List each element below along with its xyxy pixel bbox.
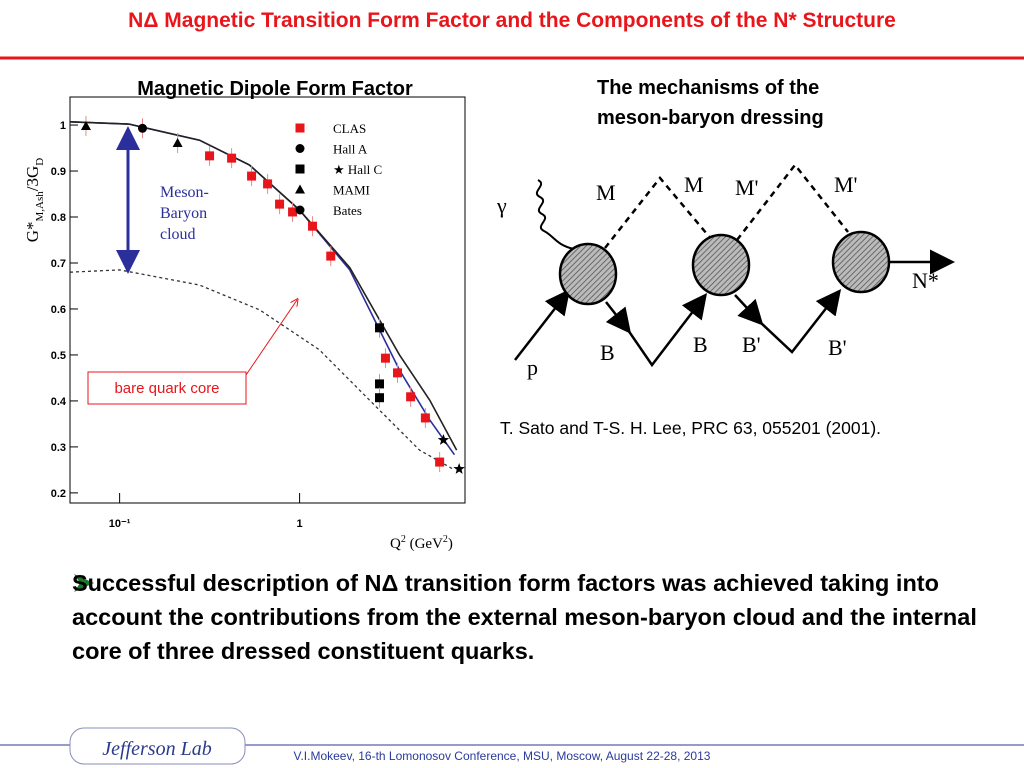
core-arrow [245, 300, 297, 376]
diagram-title: The mechanisms of the [597, 77, 819, 99]
x-tick-label: 1 [297, 518, 303, 530]
y-tick-label: 0.7 [51, 258, 66, 270]
legend-label: Hall A [333, 142, 368, 157]
y-tick-label: 0.5 [51, 350, 66, 362]
y-axis-label: G*M,Ash/3GD [23, 158, 46, 243]
legend-label: MAMI [333, 183, 370, 198]
legend-marker [295, 123, 305, 133]
core-box [87, 371, 247, 405]
diagram-label: M' [834, 172, 858, 197]
x-tick-label: 10⁻¹ [109, 518, 131, 530]
diagram-label: γ [496, 193, 507, 218]
data-point [308, 221, 318, 231]
cloud-label: Baryon [160, 205, 207, 222]
cloud-label: Meson- [160, 184, 209, 201]
legend-marker [295, 205, 305, 215]
y-tick-label: 0.3 [51, 442, 66, 454]
data-point [375, 323, 385, 333]
y-axis-label-part: G* [23, 221, 42, 242]
y-tick-label: 0.2 [51, 488, 66, 500]
data-point [375, 393, 385, 403]
y-tick-label: 0.8 [51, 212, 66, 224]
legend-marker [295, 164, 305, 174]
data-point [263, 179, 273, 189]
y-axis-label-part: D [34, 158, 46, 166]
plot-frame [69, 96, 466, 504]
x-axis-label-part: ) [448, 536, 453, 552]
data-point [406, 392, 416, 402]
legend-marker [295, 144, 305, 153]
data-point [275, 199, 285, 209]
footer-text: V.I.Mokeev, 16-th Lomonosov Conference, … [294, 749, 711, 763]
y-axis-label-part: M,Ash [34, 191, 46, 222]
data-point [137, 123, 147, 133]
x-axis-label: Q2 (GeV2) [390, 534, 453, 552]
x-axis-label-part: (GeV [406, 536, 443, 552]
data-point [326, 251, 336, 261]
bullet-text: Successful description of NΔ transition … [72, 570, 977, 664]
y-tick-label: 0.6 [51, 304, 66, 316]
legend-label: Bates [333, 203, 362, 218]
x-axis-label-part: 2 [443, 534, 448, 545]
diagram-label: B' [828, 335, 847, 360]
citation: T. Sato and T-S. H. Lee, PRC 63, 055201 … [500, 418, 881, 438]
cloud-label: cloud [160, 226, 196, 243]
diagram-label: B [600, 340, 615, 365]
y-tick-label: 0.9 [51, 166, 66, 178]
diagram-label: B [693, 332, 708, 357]
diagram-title: meson-baryon dressing [597, 107, 824, 129]
y-tick-label: 1 [60, 120, 66, 132]
x-axis-label-part: 2 [401, 534, 406, 545]
data-point [375, 379, 385, 389]
diagram-label: M [596, 180, 616, 205]
data-point [205, 151, 215, 161]
data-point [437, 434, 450, 445]
y-tick-label: 0.4 [51, 396, 67, 408]
core-label: bare quark core [114, 380, 219, 397]
logo-frame [69, 727, 246, 765]
logo: Jefferson Lab [102, 738, 211, 760]
data-point [227, 153, 237, 163]
legend-marker [295, 184, 305, 194]
diagram-label: N* [912, 268, 939, 293]
data-point [172, 137, 183, 147]
data-point [393, 368, 403, 378]
diagram-label: M' [735, 175, 759, 200]
data-point [435, 457, 445, 467]
data-point [420, 413, 430, 423]
legend-label: CLAS [333, 121, 366, 136]
data-point [380, 353, 390, 363]
data-point [288, 207, 298, 217]
diagram-label: p [527, 355, 538, 380]
legend-label: ★ Hall C [333, 162, 382, 177]
slide-title: NΔ Magnetic Transition Form Factor and t… [128, 9, 896, 32]
data-point [247, 171, 257, 181]
diagram-label: B' [742, 332, 761, 357]
y-axis-label-part: /3G [23, 166, 42, 192]
data-point [80, 120, 91, 130]
chart-title: Magnetic Dipole Form Factor [137, 78, 413, 100]
bullet-icon [74, 574, 94, 592]
x-axis-label-part: Q [390, 536, 401, 552]
data-point [453, 462, 465, 474]
diagram-label: M [684, 172, 704, 197]
diagram [514, 162, 955, 368]
